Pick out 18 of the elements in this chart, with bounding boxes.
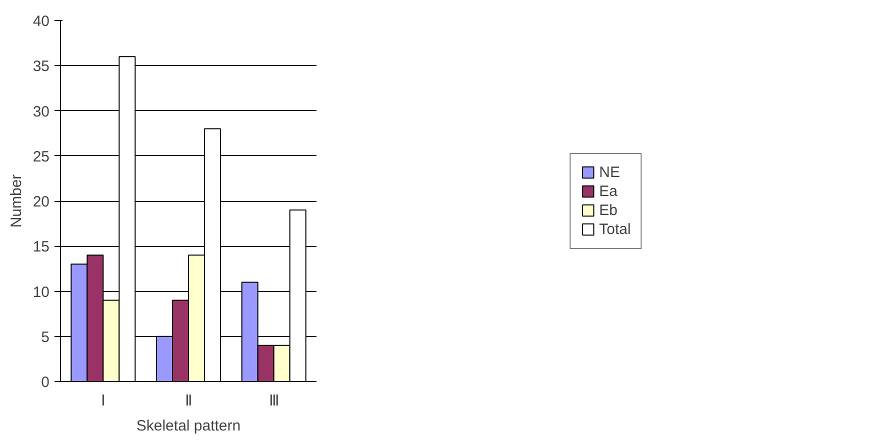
- y-tick-label: 0: [41, 374, 50, 391]
- legend-label: NE: [599, 164, 620, 180]
- y-tick-label: 5: [41, 328, 50, 346]
- y-tick-label: 35: [32, 58, 50, 76]
- y-tick-label: 15: [32, 238, 50, 256]
- legend-label: Ea: [599, 182, 619, 200]
- y-tick-label: 25: [32, 148, 50, 166]
- x-tick-label: Ⅰ: [101, 392, 106, 410]
- y-axis-title: Number: [8, 174, 25, 228]
- y-tick-label: 30: [32, 103, 50, 120]
- y-tick-label: 20: [32, 194, 50, 210]
- x-tick-label: Ⅲ: [268, 392, 279, 410]
- y-tick-label: 40: [32, 13, 50, 30]
- y-tick-label: 10: [32, 284, 50, 301]
- legend-label: Eb: [599, 202, 619, 218]
- x-axis-title: Skeletal pattern: [136, 418, 241, 434]
- legend-label: Total: [599, 220, 631, 238]
- x-tick-label: Ⅱ: [185, 392, 192, 410]
